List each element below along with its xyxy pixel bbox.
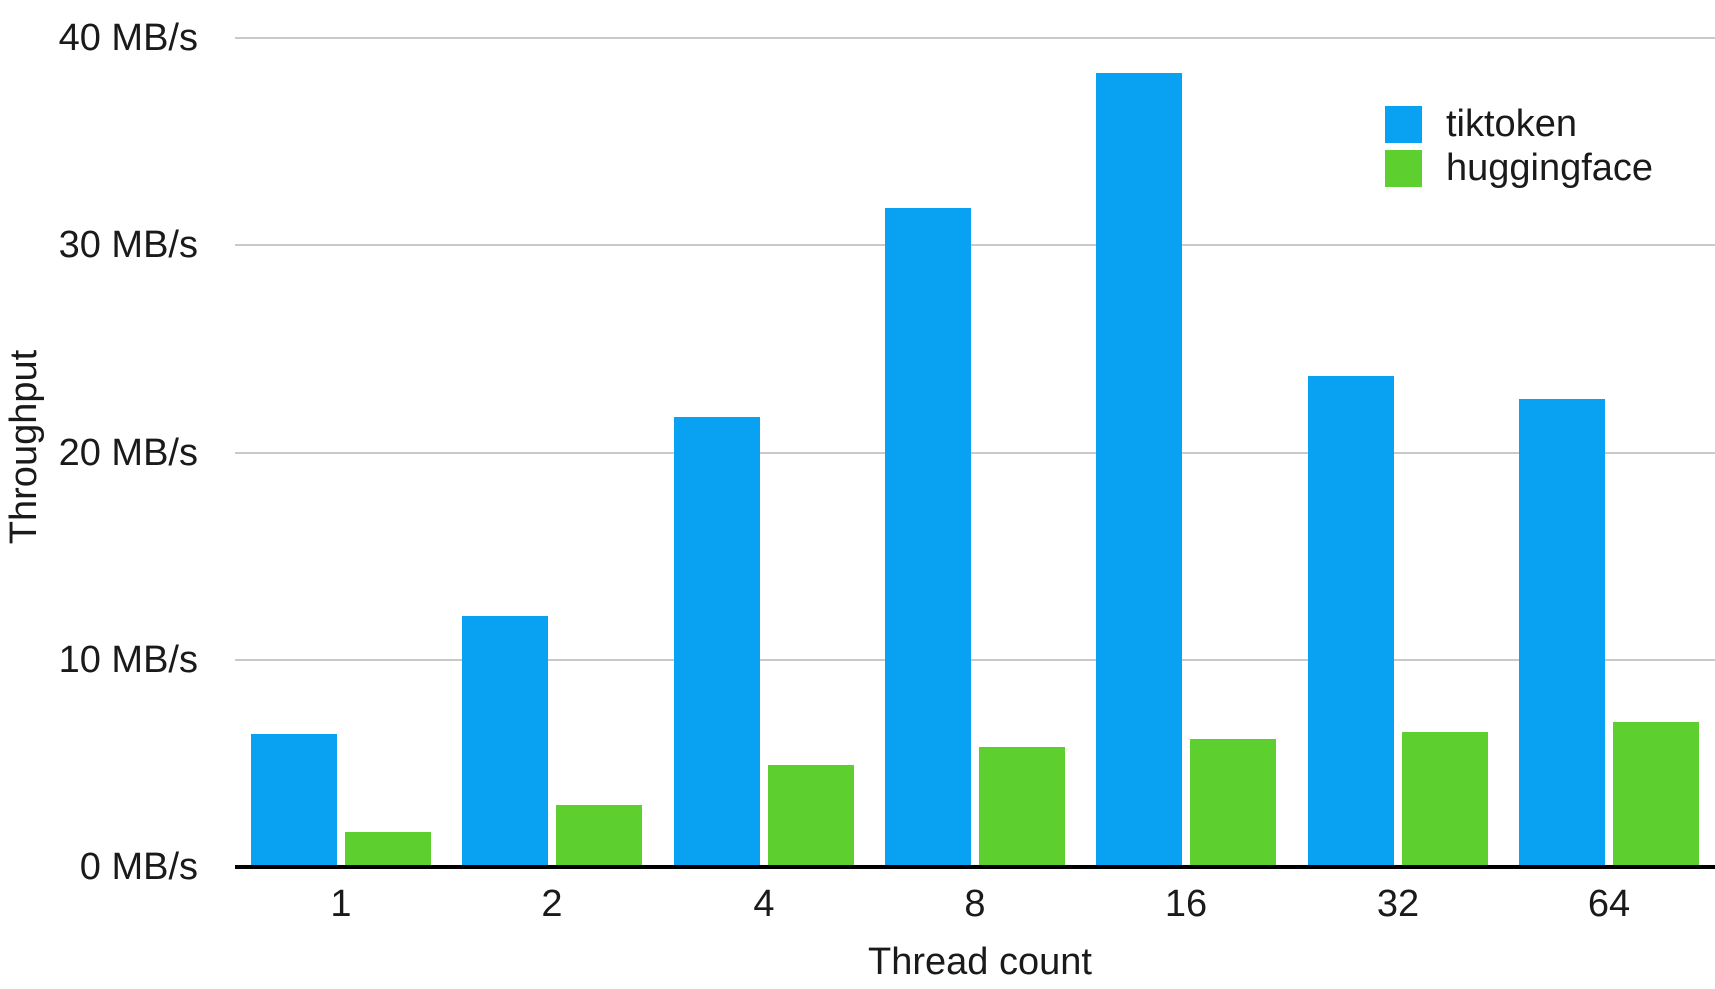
bar-huggingface-16	[1190, 738, 1276, 867]
bar-huggingface-2	[556, 804, 642, 867]
y-tick-label: 30 MB/s	[58, 224, 198, 267]
x-tick-label-16: 16	[1164, 883, 1208, 925]
legend-label-huggingface: huggingface	[1446, 147, 1654, 189]
x-tick-label-4: 4	[753, 883, 775, 925]
x-axis-title: Thread count	[868, 941, 1092, 983]
legend: tiktoken huggingface	[1385, 104, 1653, 192]
gridline-40	[235, 37, 1715, 39]
gridline-30	[235, 244, 1715, 247]
bar-huggingface-4	[768, 765, 854, 867]
x-tick-label-64: 64	[1587, 883, 1631, 925]
bar-tiktoken-2	[462, 616, 548, 867]
y-tick-label: 20 MB/s	[58, 431, 198, 474]
bar-tiktoken-16	[1096, 73, 1182, 867]
bar-tiktoken-64	[1519, 398, 1605, 867]
bar-tiktoken-8	[885, 207, 971, 867]
bar-huggingface-8	[979, 746, 1065, 867]
bar-tiktoken-1	[251, 734, 337, 867]
bar-huggingface-32	[1402, 732, 1488, 867]
bar-huggingface-1	[345, 831, 431, 867]
x-tick-label-2: 2	[541, 883, 563, 925]
x-axis-line	[235, 865, 1715, 869]
y-tick-label: 40 MB/s	[58, 17, 198, 59]
legend-item-huggingface: huggingface	[1385, 148, 1653, 188]
x-tick-label-8: 8	[964, 883, 986, 925]
legend-color-swatch-huggingface	[1385, 149, 1422, 187]
bar-huggingface-64	[1613, 721, 1699, 867]
bar-tiktoken-4	[674, 417, 760, 867]
legend-color-swatch-tiktoken	[1385, 105, 1422, 143]
x-tick-label-1: 1	[330, 883, 352, 925]
legend-item-tiktoken: tiktoken	[1385, 104, 1653, 144]
x-tick-label-32: 32	[1376, 883, 1420, 925]
gridline-20	[235, 451, 1715, 454]
bar-tiktoken-32	[1308, 375, 1394, 867]
legend-label-tiktoken: tiktoken	[1446, 103, 1577, 145]
y-tick-label: 0 MB/s	[79, 846, 198, 888]
gridline-10	[235, 658, 1715, 661]
y-tick-label: 10 MB/s	[58, 638, 198, 681]
